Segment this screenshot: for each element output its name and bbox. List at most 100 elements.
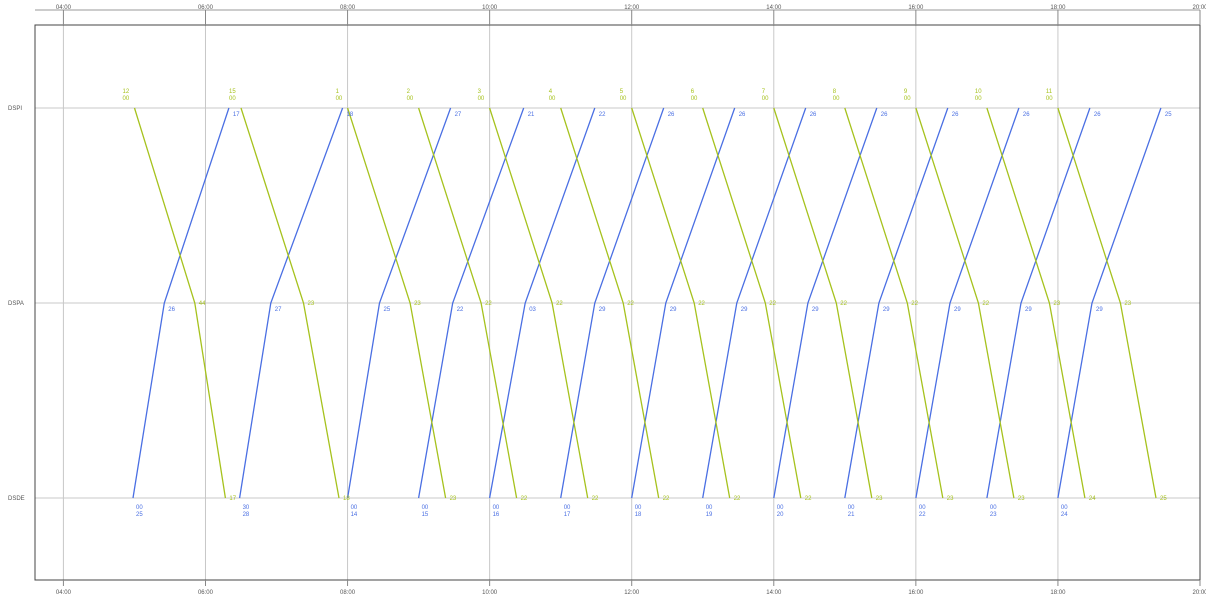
top-tick-label: 14:00 bbox=[766, 5, 782, 11]
grid-layer bbox=[35, 25, 1201, 580]
southbound-time-label: 5 bbox=[620, 89, 624, 95]
northbound-train-path bbox=[417, 107, 525, 499]
southbound-time-label: 8 bbox=[833, 89, 837, 95]
southbound-train-path bbox=[488, 107, 589, 499]
northbound-time-label: 26 bbox=[1094, 112, 1101, 118]
northbound-train-path bbox=[773, 107, 878, 499]
station-axis: DSPI DSPA DSDE bbox=[8, 106, 25, 502]
plot-frame bbox=[34, 24, 1201, 581]
southbound-time-label: 12 bbox=[123, 89, 130, 95]
southbound-train-path bbox=[773, 107, 873, 499]
top-tick-label: 08:00 bbox=[340, 5, 356, 11]
southbound-time-label: 23 bbox=[1053, 301, 1060, 307]
northbound-train-path bbox=[1057, 107, 1162, 499]
station-label: DSPI bbox=[8, 106, 22, 112]
northbound-train-path bbox=[915, 107, 1020, 499]
northbound-time-label: 27 bbox=[275, 307, 282, 313]
northbound-train-path bbox=[346, 107, 452, 499]
northbound-time-label: 17 bbox=[564, 512, 571, 518]
northbound-time-label: 24 bbox=[1061, 512, 1068, 518]
top-tick-label: 12:00 bbox=[624, 5, 640, 11]
southbound-time-label: 22 bbox=[521, 496, 528, 502]
northbound-train-path bbox=[488, 107, 596, 499]
southbound-train-path bbox=[346, 107, 447, 499]
bottom-tick-label: 08:00 bbox=[340, 590, 356, 596]
southbound-time-label: 00 bbox=[336, 96, 343, 102]
northbound-time-label: 29 bbox=[812, 307, 819, 313]
southbound-time-label: 22 bbox=[627, 301, 634, 307]
northbound-time-label: 29 bbox=[1096, 307, 1103, 313]
southbound-train-path bbox=[240, 107, 340, 499]
northbound-time-label: 16 bbox=[493, 512, 500, 518]
northbound-time-label: 18 bbox=[347, 112, 354, 118]
northbound-train-path bbox=[132, 107, 230, 499]
bottom-axis: 04:00 06:00 08:00 10:00 12:00 14:00 16:00 18:00… bbox=[56, 580, 1206, 596]
northbound-time-label: 26 bbox=[810, 112, 817, 118]
train-labels-layer: 0025261730282718001425270015222100160322… bbox=[123, 89, 1173, 518]
top-tick-label: 18:00 bbox=[1050, 5, 1066, 11]
plot-frame-layer bbox=[34, 9, 1201, 581]
southbound-time-label: 44 bbox=[199, 301, 206, 307]
southbound-time-label: 23 bbox=[876, 496, 883, 502]
northbound-time-label: 26 bbox=[881, 112, 888, 118]
southbound-time-label: 22 bbox=[982, 301, 989, 307]
northbound-time-label: 29 bbox=[599, 307, 606, 313]
station-label: DSDE bbox=[8, 496, 25, 502]
southbound-time-label: 23 bbox=[947, 496, 954, 502]
northbound-time-label: 23 bbox=[990, 512, 997, 518]
southbound-time-label: 00 bbox=[691, 96, 698, 102]
northbound-time-label: 19 bbox=[706, 512, 713, 518]
bottom-tick-label: 04:00 bbox=[56, 590, 72, 596]
northbound-time-label: 21 bbox=[848, 512, 855, 518]
southbound-time-label: 00 bbox=[549, 96, 556, 102]
southbound-time-label: 25 bbox=[1160, 496, 1167, 502]
southbound-time-label: 2 bbox=[407, 89, 411, 95]
northbound-time-label: 14 bbox=[351, 512, 358, 518]
northbound-time-label: 00 bbox=[706, 505, 713, 511]
northbound-time-label: 00 bbox=[919, 505, 926, 511]
southbound-time-label: 1 bbox=[336, 89, 340, 95]
bottom-tick-label: 16:00 bbox=[908, 590, 924, 596]
southbound-time-label: 24 bbox=[1089, 496, 1096, 502]
southbound-train-path bbox=[702, 107, 802, 499]
northbound-time-label: 25 bbox=[384, 307, 391, 313]
northbound-time-label: 26 bbox=[168, 307, 175, 313]
northbound-time-label: 29 bbox=[883, 307, 890, 313]
southbound-time-label: 23 bbox=[1018, 496, 1025, 502]
southbound-time-label: 22 bbox=[769, 301, 776, 307]
southbound-time-label: 23 bbox=[308, 301, 315, 307]
northbound-time-label: 00 bbox=[848, 505, 855, 511]
bottom-tick-label: 20:00 bbox=[1192, 590, 1206, 596]
northbound-time-label: 27 bbox=[455, 112, 462, 118]
southbound-time-label: 22 bbox=[911, 301, 918, 307]
bottom-tick-label: 10:00 bbox=[482, 590, 498, 596]
southbound-time-label: 00 bbox=[975, 96, 982, 102]
northbound-time-label: 00 bbox=[1061, 505, 1068, 511]
northbound-time-label: 26 bbox=[739, 112, 746, 118]
southbound-time-label: 7 bbox=[762, 89, 766, 95]
northbound-time-label: 00 bbox=[564, 505, 571, 511]
northbound-time-label: 00 bbox=[422, 505, 429, 511]
northbound-time-label: 00 bbox=[635, 505, 642, 511]
northbound-time-label: 03 bbox=[529, 307, 536, 313]
northbound-train-path bbox=[702, 107, 807, 499]
southbound-time-label: 22 bbox=[663, 496, 670, 502]
southbound-time-label: 00 bbox=[904, 96, 911, 102]
bottom-tick-label: 18:00 bbox=[1050, 590, 1066, 596]
northbound-time-label: 00 bbox=[351, 505, 358, 511]
northbound-train-path bbox=[631, 107, 736, 499]
southbound-time-label: 00 bbox=[833, 96, 840, 102]
top-tick-label: 20:00 bbox=[1192, 5, 1206, 11]
northbound-time-label: 28 bbox=[243, 512, 250, 518]
southbound-time-label: 22 bbox=[805, 496, 812, 502]
bottom-tick-label: 12:00 bbox=[624, 590, 640, 596]
top-tick-label: 06:00 bbox=[198, 5, 214, 11]
southbound-time-label: 23 bbox=[414, 301, 421, 307]
southbound-time-label: 17 bbox=[229, 496, 236, 502]
northbound-time-label: 00 bbox=[136, 505, 143, 511]
southbound-time-label: 23 bbox=[450, 496, 457, 502]
southbound-time-label: 15 bbox=[229, 89, 236, 95]
southbound-time-label: 11 bbox=[1046, 89, 1053, 95]
southbound-time-label: 9 bbox=[904, 89, 908, 95]
southbound-time-label: 00 bbox=[229, 96, 236, 102]
